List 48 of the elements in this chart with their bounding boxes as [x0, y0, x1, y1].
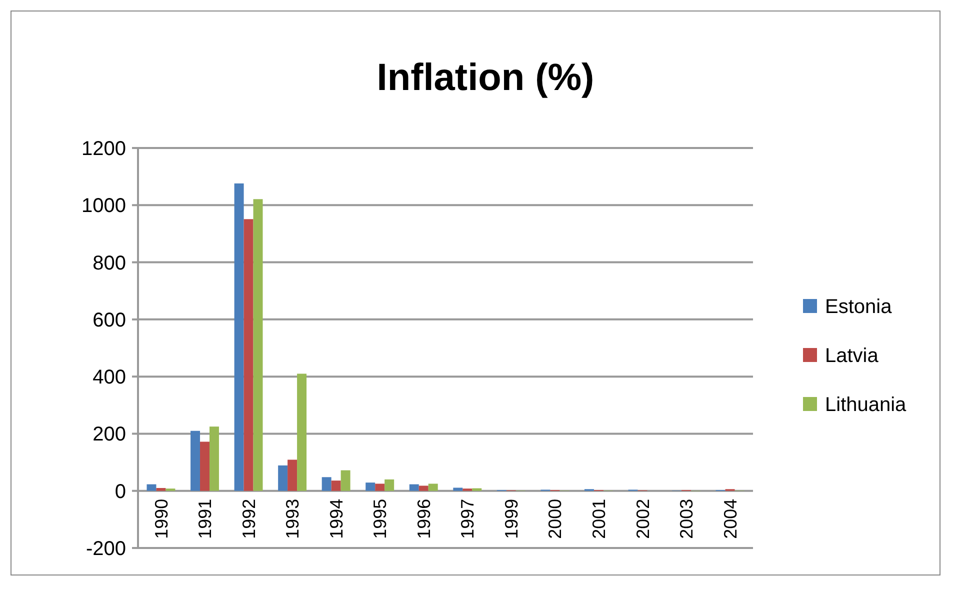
x-tick-label: 2001	[589, 498, 610, 539]
bar	[366, 482, 376, 491]
legend-label: Lithuania	[825, 394, 908, 416]
bar	[384, 479, 394, 491]
bar	[244, 219, 254, 491]
bar	[200, 442, 210, 491]
legend-label: Estonia	[825, 296, 893, 318]
x-tick-label: 1996	[414, 498, 434, 539]
x-tick-label: 1992	[238, 498, 259, 539]
bar	[278, 465, 288, 491]
bar	[288, 460, 298, 491]
y-tick-label: 600	[92, 309, 126, 332]
bar	[418, 486, 428, 491]
y-tick-label: -200	[86, 538, 126, 560]
bar	[375, 484, 385, 491]
y-tick-label: 400	[92, 366, 126, 389]
bar	[453, 488, 463, 491]
y-tick-label: 1200	[82, 138, 126, 160]
x-tick-label: 1990	[151, 498, 172, 539]
x-tick-label: 2003	[676, 498, 697, 539]
x-tick-label: 1994	[326, 498, 346, 539]
bar	[340, 470, 350, 491]
x-tick-label: 1993	[282, 498, 303, 539]
bar	[253, 199, 263, 491]
y-tick-label: 1000	[82, 195, 126, 218]
bar	[190, 430, 200, 491]
chart-title: Inflation (%)	[376, 57, 594, 99]
bar	[322, 477, 332, 491]
x-tick-label: 1995	[370, 498, 390, 539]
bar	[297, 374, 307, 491]
y-tick-label: 0	[114, 480, 126, 503]
x-tick-label: 2004	[720, 498, 740, 539]
bar	[209, 426, 219, 491]
x-tick-label: 1991	[195, 498, 216, 539]
x-tick-label: 2002	[632, 498, 653, 539]
y-tick-label: 800	[92, 252, 126, 274]
bar	[331, 480, 341, 491]
bar	[409, 484, 419, 491]
bar	[156, 488, 166, 491]
bar	[146, 484, 156, 491]
x-tick-label: 1997	[458, 498, 478, 539]
bar	[428, 484, 438, 491]
x-tick-label: 2000	[545, 498, 566, 539]
x-tick-label: 1999	[501, 498, 522, 539]
bar	[234, 183, 244, 491]
y-tick-label: 200	[92, 424, 126, 446]
bar	[472, 488, 482, 491]
legend-label: Latvia	[825, 345, 880, 367]
